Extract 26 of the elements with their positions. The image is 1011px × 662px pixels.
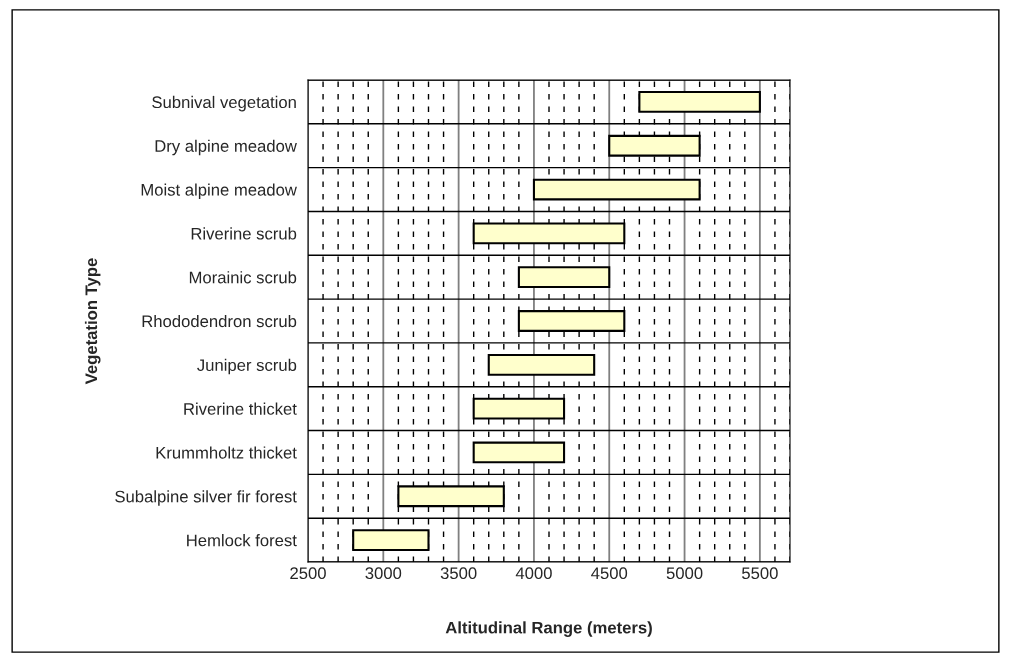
y-tick-label: Rhododendron scrub <box>142 314 297 328</box>
bar <box>532 178 701 201</box>
bar <box>517 266 611 289</box>
x-tick-label: 5500 <box>742 567 778 580</box>
bar <box>487 353 596 376</box>
y-tick-label: Dry alpine meadow <box>155 139 297 156</box>
y-tick-label: Juniper scrub <box>197 358 297 375</box>
bar <box>472 441 566 464</box>
bar <box>352 529 430 551</box>
x-axis-title: Altitudinal Range (meters) <box>445 621 652 637</box>
x-tick-label: 3000 <box>365 567 402 580</box>
y-tick-label: Subnival vegetation <box>152 95 296 112</box>
y-tick-label: Moist alpine meadow <box>141 183 297 200</box>
x-tick-label: 5000 <box>666 567 703 580</box>
y-tick-label: Morainic scrub <box>189 271 297 284</box>
y-tick-label: Riverine scrub <box>191 227 297 240</box>
y-tick-label: Subalpine silver fir forest <box>115 490 297 506</box>
bar <box>638 91 761 113</box>
y-tick-label: Krummholtz thicket <box>156 446 297 459</box>
y-tick-label: Riverine thicket <box>184 402 297 415</box>
y-tick-label: Hemlock forest <box>187 534 297 547</box>
x-tick-label: 3500 <box>440 567 477 580</box>
x-tick-label: 4000 <box>515 567 552 580</box>
x-tick-label: 4500 <box>591 567 628 580</box>
x-tick-label: 2500 <box>290 567 326 580</box>
y-axis-title: Vegetation Type <box>84 258 101 385</box>
